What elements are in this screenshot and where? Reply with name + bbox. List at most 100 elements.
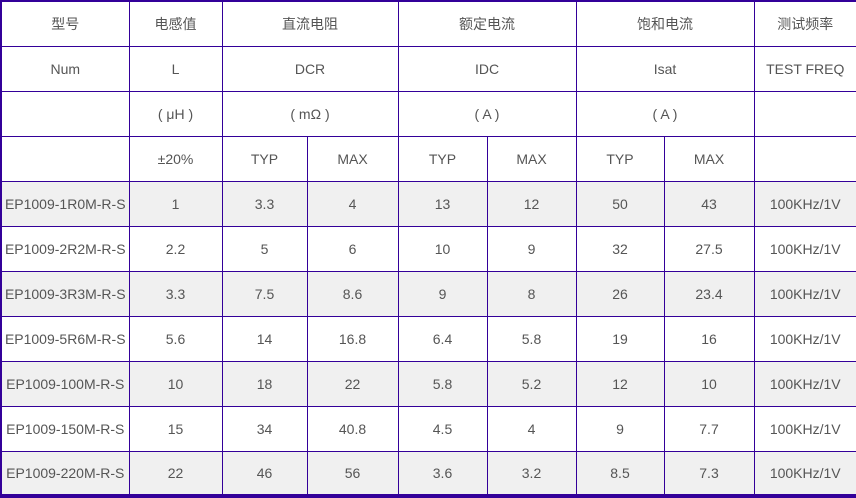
header-isat-cn: 饱和电流 — [575, 0, 755, 47]
sub-model — [0, 135, 130, 182]
dcr-typ-cell: 18 — [221, 360, 308, 407]
table-body: EP1009-1R0M-R-S 1 3.3 4 13 12 50 43 100K… — [0, 180, 856, 497]
unit-idc: ( A ) — [397, 90, 577, 137]
idc-typ-cell: 9 — [397, 270, 488, 317]
inductance-cell: 3.3 — [128, 270, 223, 317]
isat-typ-cell: 32 — [575, 225, 665, 272]
header-row-subcolumns: ±20% TYP MAX TYP MAX TYP MAX — [0, 135, 856, 182]
dcr-typ-cell: 14 — [221, 315, 308, 362]
table-row: EP1009-1R0M-R-S 1 3.3 4 13 12 50 43 100K… — [0, 180, 856, 227]
dcr-typ-cell: 3.3 — [221, 180, 308, 227]
dcr-max-cell: 40.8 — [306, 405, 399, 452]
sub-idc-typ: TYP — [397, 135, 488, 182]
header-row-english: Num L DCR IDC Isat TEST FREQ — [0, 45, 856, 92]
isat-typ-cell: 9 — [575, 405, 665, 452]
dcr-max-cell: 22 — [306, 360, 399, 407]
table-row: EP1009-220M-R-S 22 46 56 3.6 3.2 8.5 7.3… — [0, 450, 856, 497]
model-cell: EP1009-2R2M-R-S — [0, 225, 130, 272]
testfreq-cell: 100KHz/1V — [753, 270, 856, 317]
idc-typ-cell: 13 — [397, 180, 488, 227]
isat-typ-cell: 26 — [575, 270, 665, 317]
inductance-cell: 1 — [128, 180, 223, 227]
dcr-max-cell: 4 — [306, 180, 399, 227]
isat-max-cell: 27.5 — [663, 225, 755, 272]
isat-max-cell: 16 — [663, 315, 755, 362]
isat-max-cell: 23.4 — [663, 270, 755, 317]
dcr-typ-cell: 5 — [221, 225, 308, 272]
isat-max-cell: 10 — [663, 360, 755, 407]
isat-max-cell: 7.3 — [663, 450, 755, 497]
idc-typ-cell: 3.6 — [397, 450, 488, 497]
sub-testfreq — [753, 135, 856, 182]
testfreq-cell: 100KHz/1V — [753, 180, 856, 227]
unit-inductance: ( μH ) — [128, 90, 223, 137]
table-row: EP1009-5R6M-R-S 5.6 14 16.8 6.4 5.8 19 1… — [0, 315, 856, 362]
model-cell: EP1009-100M-R-S — [0, 360, 130, 407]
idc-max-cell: 3.2 — [486, 450, 577, 497]
dcr-max-cell: 6 — [306, 225, 399, 272]
inductance-cell: 5.6 — [128, 315, 223, 362]
header-inductance-cn: 电感值 — [128, 0, 223, 47]
header-dcr-cn: 直流电阻 — [221, 0, 399, 47]
idc-typ-cell: 10 — [397, 225, 488, 272]
unit-model — [0, 90, 130, 137]
sub-tolerance: ±20% — [128, 135, 223, 182]
header-dcr-en: DCR — [221, 45, 399, 92]
dcr-typ-cell: 46 — [221, 450, 308, 497]
inductance-cell: 10 — [128, 360, 223, 407]
header-isat-en: Isat — [575, 45, 755, 92]
dcr-max-cell: 8.6 — [306, 270, 399, 317]
header-idc-cn: 额定电流 — [397, 0, 577, 47]
idc-max-cell: 4 — [486, 405, 577, 452]
unit-dcr: ( mΩ ) — [221, 90, 399, 137]
idc-typ-cell: 4.5 — [397, 405, 488, 452]
header-idc-en: IDC — [397, 45, 577, 92]
table-row: EP1009-3R3M-R-S 3.3 7.5 8.6 9 8 26 23.4 … — [0, 270, 856, 317]
header-model-cn: 型号 — [0, 0, 130, 47]
idc-max-cell: 9 — [486, 225, 577, 272]
header-testfreq-en: TEST FREQ — [753, 45, 856, 92]
sub-idc-max: MAX — [486, 135, 577, 182]
header-testfreq-cn: 测试频率 — [753, 0, 856, 47]
testfreq-cell: 100KHz/1V — [753, 405, 856, 452]
isat-typ-cell: 50 — [575, 180, 665, 227]
model-cell: EP1009-1R0M-R-S — [0, 180, 130, 227]
dcr-typ-cell: 7.5 — [221, 270, 308, 317]
table-row: EP1009-150M-R-S 15 34 40.8 4.5 4 9 7.7 1… — [0, 405, 856, 452]
sub-dcr-typ: TYP — [221, 135, 308, 182]
isat-max-cell: 43 — [663, 180, 755, 227]
testfreq-cell: 100KHz/1V — [753, 225, 856, 272]
model-cell: EP1009-3R3M-R-S — [0, 270, 130, 317]
unit-testfreq — [753, 90, 856, 137]
isat-typ-cell: 12 — [575, 360, 665, 407]
dcr-max-cell: 56 — [306, 450, 399, 497]
isat-typ-cell: 8.5 — [575, 450, 665, 497]
model-cell: EP1009-150M-R-S — [0, 405, 130, 452]
dcr-max-cell: 16.8 — [306, 315, 399, 362]
unit-isat: ( A ) — [575, 90, 755, 137]
header-row-chinese: 型号 电感值 直流电阻 额定电流 饱和电流 测试频率 — [0, 0, 856, 47]
idc-typ-cell: 6.4 — [397, 315, 488, 362]
idc-max-cell: 5.8 — [486, 315, 577, 362]
header-row-units: ( μH ) ( mΩ ) ( A ) ( A ) — [0, 90, 856, 137]
model-cell: EP1009-5R6M-R-S — [0, 315, 130, 362]
table-row: EP1009-2R2M-R-S 2.2 5 6 10 9 32 27.5 100… — [0, 225, 856, 272]
model-cell: EP1009-220M-R-S — [0, 450, 130, 497]
table-row: EP1009-100M-R-S 10 18 22 5.8 5.2 12 10 1… — [0, 360, 856, 407]
testfreq-cell: 100KHz/1V — [753, 360, 856, 407]
inductance-cell: 22 — [128, 450, 223, 497]
idc-max-cell: 8 — [486, 270, 577, 317]
sub-isat-typ: TYP — [575, 135, 665, 182]
header-model-en: Num — [0, 45, 130, 92]
testfreq-cell: 100KHz/1V — [753, 450, 856, 497]
idc-typ-cell: 5.8 — [397, 360, 488, 407]
dcr-typ-cell: 34 — [221, 405, 308, 452]
testfreq-cell: 100KHz/1V — [753, 315, 856, 362]
isat-typ-cell: 19 — [575, 315, 665, 362]
sub-dcr-max: MAX — [306, 135, 399, 182]
inductance-cell: 15 — [128, 405, 223, 452]
sub-isat-max: MAX — [663, 135, 755, 182]
header-inductance-en: L — [128, 45, 223, 92]
